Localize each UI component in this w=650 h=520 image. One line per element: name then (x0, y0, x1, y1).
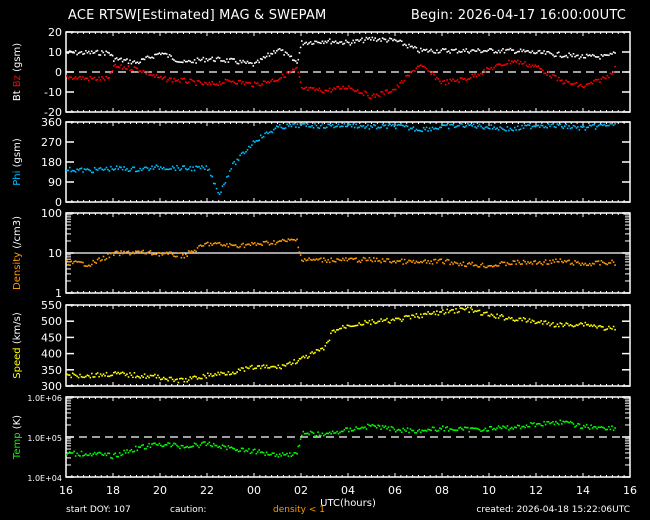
panel-density: Density (/cm3) (12, 212, 631, 294)
x-axis-label: UTC(hours) (320, 498, 376, 509)
x-tick-label: 18 (106, 484, 120, 497)
y-tick-label: 1 (55, 287, 62, 300)
y-tick-label: 180 (41, 156, 62, 169)
x-tick-label: 22 (200, 484, 214, 497)
x-tick-label: 16 (623, 484, 637, 497)
y-axis-label: Density (/cm3) (12, 216, 23, 290)
panel-mag: Bt Bz (gsm) (12, 31, 631, 113)
begin-timestamp: Begin: 2026-04-17 16:00:00UTC (410, 8, 626, 23)
x-tick-label: 06 (388, 484, 402, 497)
y-tick-label: -10 (44, 86, 62, 99)
series-bt (66, 36, 616, 67)
density-caution: density < 1 (273, 505, 325, 515)
y-tick-label: 350 (41, 364, 62, 377)
series-bz (66, 59, 616, 100)
svg-text:Bt Bz (gsm): Bt Bz (gsm) (12, 43, 23, 101)
y-axis-label: Temp (K) (12, 415, 23, 460)
y-tick-label: 10 (48, 46, 62, 59)
x-tick-label: 02 (294, 484, 308, 497)
svg-text:Temp (K): Temp (K) (12, 415, 23, 460)
series-density (66, 238, 616, 269)
y-tick-label: 450 (41, 331, 62, 344)
x-tick-label: 00 (247, 484, 261, 497)
x-tick-label: 14 (576, 484, 590, 497)
caution-label: caution: (170, 505, 207, 515)
created-timestamp: created: 2026-04-18 15:22:06UTC (476, 505, 630, 515)
y-tick-label: 300 (41, 380, 62, 393)
series-speed (66, 306, 616, 384)
y-tick-label: 10 (48, 247, 62, 260)
y-axis-label: Phi (gsm) (12, 138, 23, 186)
y-tick-label: 1.0E+05 (27, 434, 62, 443)
x-tick-label: 20 (153, 484, 167, 497)
svg-text:Phi (gsm): Phi (gsm) (12, 138, 23, 186)
y-tick-label: 500 (41, 315, 62, 328)
y-tick-label: 360 (41, 116, 62, 129)
y-tick-label: 400 (41, 348, 62, 361)
y-tick-label: 0 (55, 66, 62, 79)
panel-temp: Temp (K) (12, 396, 631, 478)
series-phi (66, 123, 616, 195)
x-tick-label: 16 (59, 484, 73, 497)
y-axis-label: Bt Bz (gsm) (12, 43, 23, 101)
x-tick-label: 04 (341, 484, 355, 497)
x-tick-label: 08 (435, 484, 449, 497)
x-tick-label: 12 (529, 484, 543, 497)
panel-speed: Speed (km/s) (12, 304, 631, 387)
y-axis-label: Speed (km/s) (12, 312, 23, 379)
y-tick-label: 1.0E+04 (27, 474, 62, 483)
svg-text:Density (/cm3): Density (/cm3) (12, 216, 23, 290)
x-tick-label: 10 (482, 484, 496, 497)
svg-text:Speed (km/s): Speed (km/s) (12, 312, 23, 379)
series-temp (66, 419, 616, 460)
chart-title: ACE RTSW[Estimated] MAG & SWEPAM (68, 8, 327, 23)
y-tick-label: 1.0E+06 (27, 394, 62, 403)
y-tick-label: 90 (48, 176, 62, 189)
y-tick-label: 20 (48, 26, 62, 39)
y-tick-label: 0 (55, 196, 62, 209)
y-tick-label: 100 (41, 207, 62, 220)
panel-phi: Phi (gsm) (12, 121, 631, 203)
y-tick-label: -20 (44, 106, 62, 119)
y-tick-label: 550 (41, 299, 62, 312)
y-tick-label: 270 (41, 136, 62, 149)
start-doy: start DOY: 107 (66, 505, 131, 515)
